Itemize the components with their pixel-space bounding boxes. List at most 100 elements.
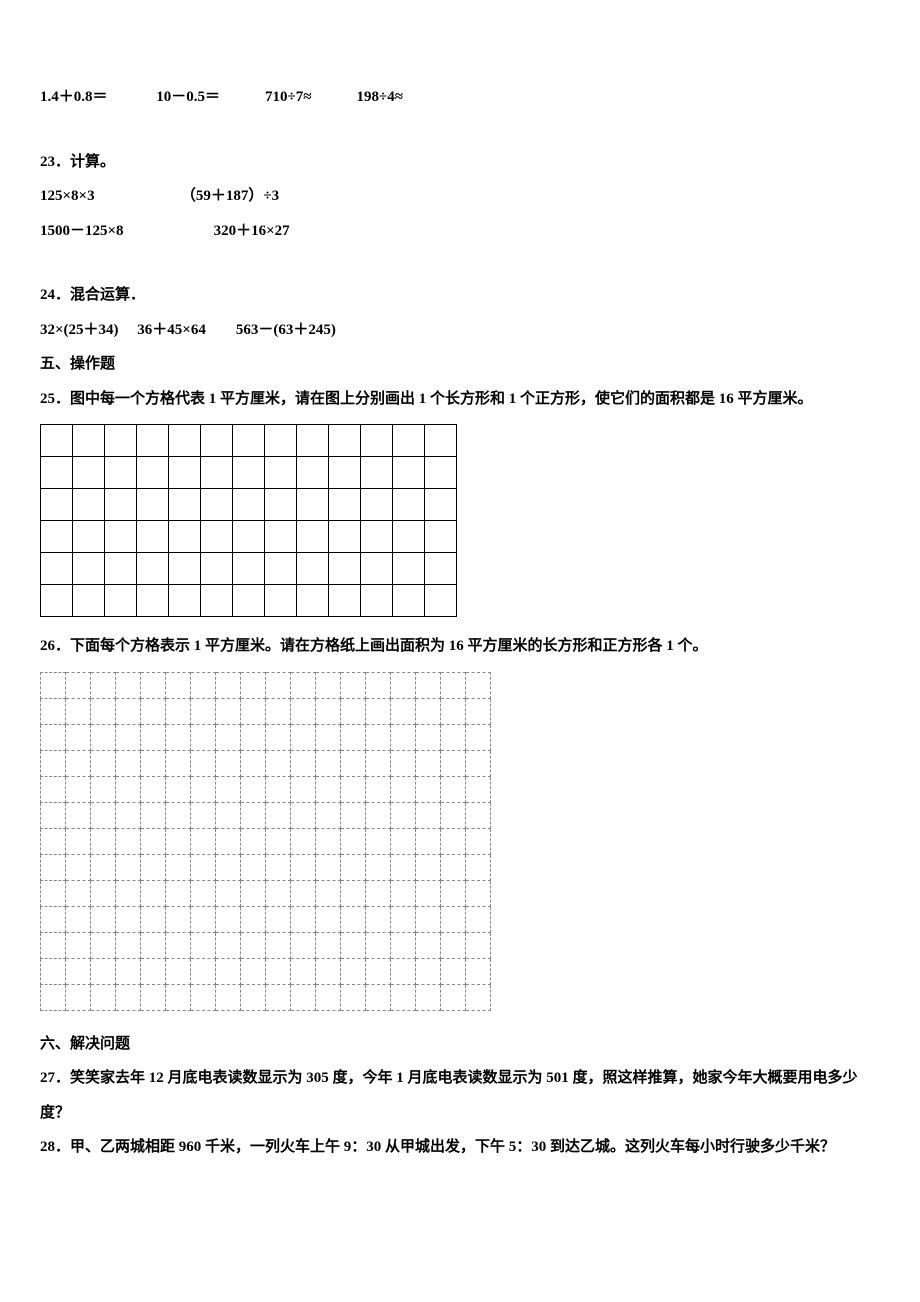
grid-cell: [141, 906, 166, 932]
grid-cell: [316, 906, 341, 932]
grid-cell: [297, 585, 329, 617]
grid-cell: [105, 489, 137, 521]
grid-cell: [266, 984, 291, 1010]
grid-cell: [316, 750, 341, 776]
grid-cell: [266, 828, 291, 854]
grid-cell: [91, 958, 116, 984]
grid-cell: [416, 776, 441, 802]
grid-cell: [391, 724, 416, 750]
grid-cell: [316, 958, 341, 984]
grid-cell: [297, 425, 329, 457]
grid-cell: [266, 880, 291, 906]
grid-cell: [166, 906, 191, 932]
grid-cell: [241, 802, 266, 828]
grid-cell: [361, 457, 393, 489]
grid-cell: [166, 854, 191, 880]
grid-cell: [141, 672, 166, 698]
grid-cell: [73, 489, 105, 521]
grid-cell: [141, 724, 166, 750]
grid-cell: [66, 854, 91, 880]
grid-cell: [366, 698, 391, 724]
grid-cell: [216, 854, 241, 880]
q23-r1b: （59＋187）÷3: [181, 188, 279, 204]
grid-cell: [116, 854, 141, 880]
q23-title: 23．计算。: [40, 145, 880, 180]
grid-cell: [466, 776, 491, 802]
grid-cell: [66, 932, 91, 958]
grid-cell: [216, 672, 241, 698]
grid-cell: [241, 958, 266, 984]
grid-cell: [441, 932, 466, 958]
grid-cell: [241, 698, 266, 724]
grid-cell: [41, 802, 66, 828]
grid-cell: [361, 585, 393, 617]
grid-cell: [191, 802, 216, 828]
grid-cell: [366, 958, 391, 984]
grid-cell: [361, 521, 393, 553]
q23-row2: 1500－125×8 320＋16×27: [40, 214, 880, 249]
mental-d: 198÷4≈: [357, 89, 403, 105]
grid-cell: [361, 489, 393, 521]
grid-cell: [216, 750, 241, 776]
q23-r1a: 125×8×3: [40, 188, 95, 204]
grid-cell: [166, 958, 191, 984]
q25-text: 25．图中每一个方格代表 1 平方厘米，请在图上分别画出 1 个长方形和 1 个…: [40, 382, 880, 417]
grid-cell: [265, 521, 297, 553]
grid-cell: [105, 585, 137, 617]
grid-cell: [116, 750, 141, 776]
grid-cell: [341, 984, 366, 1010]
grid-cell: [291, 724, 316, 750]
grid-cell: [191, 906, 216, 932]
grid-cell: [241, 854, 266, 880]
grid-cell: [341, 906, 366, 932]
grid-cell: [41, 724, 66, 750]
grid-cell: [41, 984, 66, 1010]
grid-cell: [316, 724, 341, 750]
grid-cell: [329, 489, 361, 521]
grid-cell: [266, 724, 291, 750]
grid-cell: [166, 672, 191, 698]
grid-cell: [201, 585, 233, 617]
grid-cell: [391, 776, 416, 802]
grid-cell: [341, 750, 366, 776]
grid-cell: [291, 854, 316, 880]
grid-cell: [116, 776, 141, 802]
grid-cell: [316, 984, 341, 1010]
grid-cell: [216, 984, 241, 1010]
grid-cell: [291, 776, 316, 802]
grid-cell: [441, 724, 466, 750]
grid-cell: [233, 585, 265, 617]
grid-cell: [391, 932, 416, 958]
grid-cell: [441, 958, 466, 984]
grid-cell: [141, 932, 166, 958]
grid-cell: [265, 585, 297, 617]
grid-cell: [91, 672, 116, 698]
grid-cell: [466, 672, 491, 698]
grid-cell: [41, 585, 73, 617]
grid-cell: [265, 457, 297, 489]
grid-cell: [66, 984, 91, 1010]
grid-cell: [91, 724, 116, 750]
grid-cell: [66, 776, 91, 802]
q26-grid: [40, 672, 491, 1011]
grid-cell: [316, 880, 341, 906]
grid-cell: [425, 553, 457, 585]
grid-cell: [416, 984, 441, 1010]
grid-cell: [266, 698, 291, 724]
grid-cell: [116, 724, 141, 750]
grid-cell: [266, 672, 291, 698]
grid-cell: [316, 932, 341, 958]
grid-cell: [166, 828, 191, 854]
grid-cell: [466, 880, 491, 906]
grid-cell: [265, 489, 297, 521]
grid-cell: [266, 802, 291, 828]
grid-cell: [116, 672, 141, 698]
grid-cell: [329, 585, 361, 617]
grid-cell: [466, 750, 491, 776]
grid-cell: [416, 724, 441, 750]
grid-cell: [266, 932, 291, 958]
grid-cell: [66, 906, 91, 932]
grid-cell: [41, 828, 66, 854]
grid-cell: [441, 984, 466, 1010]
grid-cell: [191, 984, 216, 1010]
